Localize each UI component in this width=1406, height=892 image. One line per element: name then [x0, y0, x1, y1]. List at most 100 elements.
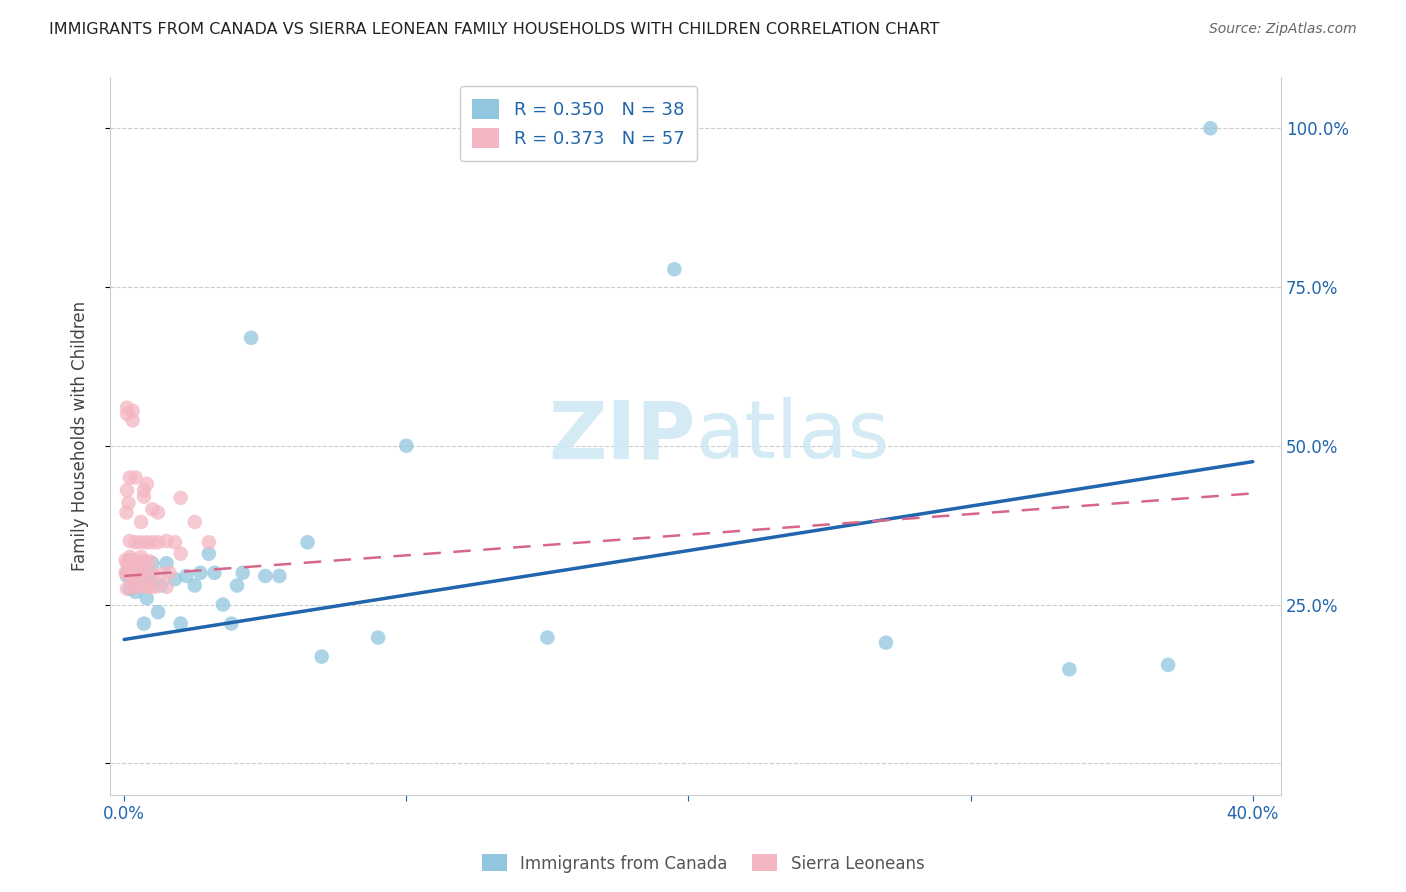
Point: [226, 578, 249, 592]
Point: [115, 566, 138, 580]
Point: [190, 566, 212, 580]
Point: [127, 556, 149, 570]
Point: [155, 556, 177, 570]
Point: [115, 556, 138, 570]
Point: [141, 502, 163, 516]
Point: [135, 476, 157, 491]
Point: [138, 554, 160, 568]
Point: [121, 553, 143, 567]
Point: [146, 506, 169, 520]
Legend: Immigrants from Canada, Sierra Leoneans: Immigrants from Canada, Sierra Leoneans: [475, 847, 931, 880]
Text: atlas: atlas: [696, 397, 890, 475]
Point: [155, 580, 177, 594]
Point: [367, 631, 389, 645]
Point: [240, 331, 263, 345]
Point: [169, 547, 191, 561]
Point: [118, 563, 141, 577]
Point: [198, 535, 221, 549]
Point: [132, 483, 155, 498]
Point: [311, 649, 333, 664]
Point: [121, 580, 143, 594]
Point: [269, 569, 291, 583]
Point: [127, 554, 149, 568]
Point: [118, 549, 141, 564]
Point: [124, 470, 146, 484]
Point: [198, 547, 221, 561]
Point: [132, 616, 155, 631]
Point: [132, 567, 155, 582]
Point: [124, 569, 146, 583]
Point: [118, 582, 141, 596]
Point: [121, 413, 143, 427]
Point: [141, 567, 163, 582]
Point: [124, 535, 146, 549]
Point: [149, 567, 172, 582]
Point: [115, 401, 138, 415]
Point: [143, 580, 166, 594]
Point: [135, 591, 157, 606]
Point: [115, 407, 138, 421]
Point: [141, 535, 163, 549]
Point: [118, 470, 141, 484]
Point: [138, 569, 160, 583]
Text: IMMIGRANTS FROM CANADA VS SIERRA LEONEAN FAMILY HOUSEHOLDS WITH CHILDREN CORRELA: IMMIGRANTS FROM CANADA VS SIERRA LEONEAN…: [49, 22, 939, 37]
Point: [138, 580, 160, 594]
Y-axis label: Family Households with Children: Family Households with Children: [72, 301, 89, 571]
Point: [1157, 657, 1180, 672]
Point: [169, 616, 191, 631]
Legend: R = 0.350   N = 38, R = 0.373   N = 57: R = 0.350 N = 38, R = 0.373 N = 57: [460, 87, 697, 161]
Point: [221, 616, 243, 631]
Point: [183, 515, 205, 529]
Point: [121, 572, 143, 586]
Point: [395, 439, 418, 453]
Point: [121, 565, 143, 579]
Point: [135, 580, 157, 594]
Point: [129, 515, 152, 529]
Point: [129, 572, 152, 586]
Point: [124, 585, 146, 599]
Point: [212, 598, 235, 612]
Point: [232, 566, 254, 580]
Point: [118, 566, 141, 580]
Point: [664, 262, 686, 277]
Point: [157, 566, 180, 580]
Point: [174, 569, 197, 583]
Point: [129, 535, 152, 549]
Point: [127, 565, 149, 579]
Point: [118, 553, 141, 567]
Point: [141, 556, 163, 570]
Point: [115, 483, 138, 498]
Point: [129, 566, 152, 580]
Point: [146, 535, 169, 549]
Point: [135, 535, 157, 549]
Point: [1199, 121, 1222, 136]
Point: [163, 535, 186, 549]
Point: [114, 553, 136, 567]
Point: [297, 535, 319, 549]
Point: [115, 506, 138, 520]
Point: [254, 569, 277, 583]
Point: [124, 565, 146, 579]
Point: [117, 496, 139, 510]
Point: [183, 578, 205, 592]
Point: [204, 566, 226, 580]
Text: Source: ZipAtlas.com: Source: ZipAtlas.com: [1209, 22, 1357, 37]
Point: [118, 534, 141, 549]
Point: [536, 631, 558, 645]
Point: [114, 566, 136, 580]
Point: [132, 554, 155, 568]
Point: [146, 605, 169, 619]
Point: [127, 580, 149, 594]
Point: [129, 549, 152, 564]
Point: [155, 534, 177, 549]
Point: [149, 578, 172, 592]
Point: [1059, 662, 1081, 676]
Point: [169, 491, 191, 505]
Point: [115, 582, 138, 596]
Point: [121, 572, 143, 586]
Point: [121, 404, 143, 418]
Point: [163, 572, 186, 586]
Point: [127, 566, 149, 580]
Point: [875, 635, 897, 649]
Point: [115, 569, 138, 583]
